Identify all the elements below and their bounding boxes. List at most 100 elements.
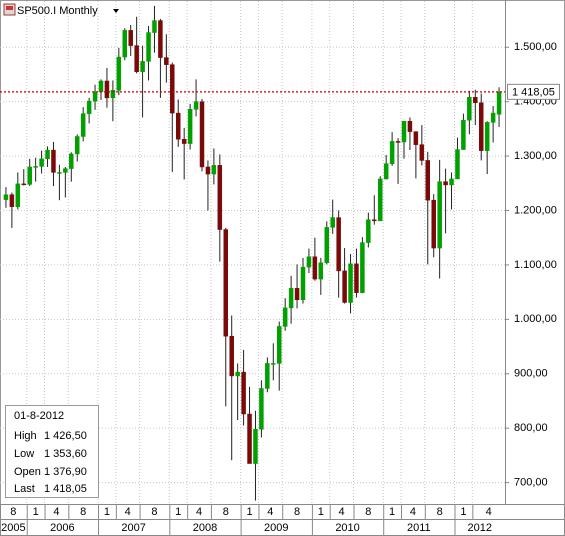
x-tick-label: 4 bbox=[53, 506, 59, 518]
x-tick-label: 1 bbox=[104, 506, 110, 518]
x-year-label: 2008 bbox=[193, 522, 217, 534]
candle-body bbox=[175, 112, 181, 140]
info-value: 1 426,50 bbox=[44, 430, 87, 442]
candle-body bbox=[181, 138, 187, 144]
info-value: 1 376,90 bbox=[44, 466, 87, 478]
x-tick-label: 8 bbox=[223, 506, 229, 518]
info-label: High bbox=[14, 430, 37, 442]
candle-body bbox=[288, 288, 294, 309]
plot-area bbox=[0, 5, 505, 501]
candle-body bbox=[92, 91, 98, 102]
candle-body bbox=[372, 219, 377, 222]
candle-body bbox=[57, 172, 62, 174]
candle-body bbox=[265, 363, 270, 389]
candle-body bbox=[366, 219, 371, 243]
candle-body bbox=[33, 166, 38, 168]
y-tick-label: 1.300,00 bbox=[514, 150, 557, 162]
x-tick-label: 1 bbox=[246, 506, 252, 518]
candle-body bbox=[247, 413, 252, 464]
x-tick-label: 8 bbox=[10, 506, 16, 518]
candle-body bbox=[253, 429, 258, 464]
x-tick-label: 4 bbox=[339, 506, 345, 518]
candle-body bbox=[413, 131, 419, 145]
candle-body bbox=[152, 20, 157, 33]
instrument-icon-mark bbox=[6, 6, 13, 10]
candle-body bbox=[455, 149, 460, 180]
candle-body bbox=[259, 388, 264, 430]
x-tick-label: 1 bbox=[175, 506, 181, 518]
candle-body bbox=[348, 263, 353, 303]
x-year-label: 2011 bbox=[407, 522, 431, 534]
candle-body bbox=[3, 194, 9, 200]
x-tick-label: 8 bbox=[151, 506, 157, 518]
candle-body bbox=[473, 97, 478, 104]
candle-body bbox=[389, 141, 395, 164]
candle-body bbox=[354, 263, 359, 293]
candle-body bbox=[336, 217, 341, 272]
y-tick-label: 1.500,00 bbox=[514, 41, 557, 53]
dropdown-arrow[interactable] bbox=[113, 9, 119, 13]
candle-body bbox=[306, 256, 312, 268]
candle-body bbox=[146, 32, 151, 62]
candle-body bbox=[45, 149, 50, 160]
candle-body bbox=[187, 109, 193, 144]
candle-body bbox=[241, 371, 246, 415]
candle-body bbox=[21, 183, 27, 186]
candle-body bbox=[211, 165, 217, 175]
candle-body bbox=[294, 288, 300, 300]
info-date: 01-8-2012 bbox=[14, 410, 64, 422]
candle-body bbox=[199, 101, 205, 168]
candle-body bbox=[134, 45, 139, 72]
x-tick-label: 4 bbox=[410, 506, 416, 518]
candle-body bbox=[484, 122, 490, 151]
x-year-label: 2006 bbox=[50, 522, 74, 534]
candle-body bbox=[27, 166, 32, 185]
info-box: 01-8-2012 High 1 426,50 Low 1 353,60 Ope… bbox=[5, 405, 99, 498]
y-tick-label: 1.100,00 bbox=[514, 259, 557, 271]
candle-body bbox=[318, 262, 324, 280]
candle-body bbox=[164, 57, 169, 65]
candle-body bbox=[377, 178, 383, 222]
candle-body bbox=[443, 181, 448, 186]
candle-body bbox=[330, 217, 335, 228]
candle-body bbox=[300, 266, 306, 300]
x-year-label: 2005 bbox=[1, 522, 25, 534]
x-tick-label: 1 bbox=[389, 506, 395, 518]
candle-body bbox=[116, 56, 122, 91]
x-year-label: 2010 bbox=[335, 522, 359, 534]
x-tick-label: 4 bbox=[267, 506, 273, 518]
candle-body bbox=[449, 178, 454, 186]
x-tick-label: 1 bbox=[318, 506, 324, 518]
x-tick-label: 8 bbox=[365, 506, 371, 518]
candle-body bbox=[74, 136, 80, 155]
x-year-label: 2009 bbox=[264, 522, 288, 534]
candle-body bbox=[431, 199, 436, 249]
x-tick-label: 8 bbox=[294, 506, 300, 518]
candle-body bbox=[158, 20, 163, 58]
info-box-frame bbox=[5, 405, 99, 498]
info-label: Last bbox=[14, 483, 35, 495]
candle-body bbox=[122, 30, 128, 58]
candle-body bbox=[461, 119, 466, 150]
candle-body bbox=[80, 113, 86, 137]
x-year-label: 2007 bbox=[121, 522, 145, 534]
candle-body bbox=[496, 91, 502, 115]
candle-body bbox=[342, 270, 347, 303]
last-price-box bbox=[507, 83, 560, 100]
candle-body bbox=[86, 100, 92, 114]
candle-body bbox=[69, 153, 74, 169]
x-tick-label: 1 bbox=[33, 506, 39, 518]
info-label: Open bbox=[14, 466, 41, 478]
title-block[interactable]: SP500.I Monthly bbox=[3, 3, 119, 17]
candle-body bbox=[223, 229, 229, 337]
candle-body bbox=[9, 194, 15, 207]
x-tick-label: 4 bbox=[125, 506, 131, 518]
y-tick-label: 1.200,00 bbox=[514, 204, 557, 216]
candle-body bbox=[467, 97, 472, 121]
candle-body bbox=[312, 256, 318, 280]
candle-body bbox=[235, 371, 240, 377]
chart-title[interactable]: SP500.I Monthly bbox=[17, 5, 98, 17]
